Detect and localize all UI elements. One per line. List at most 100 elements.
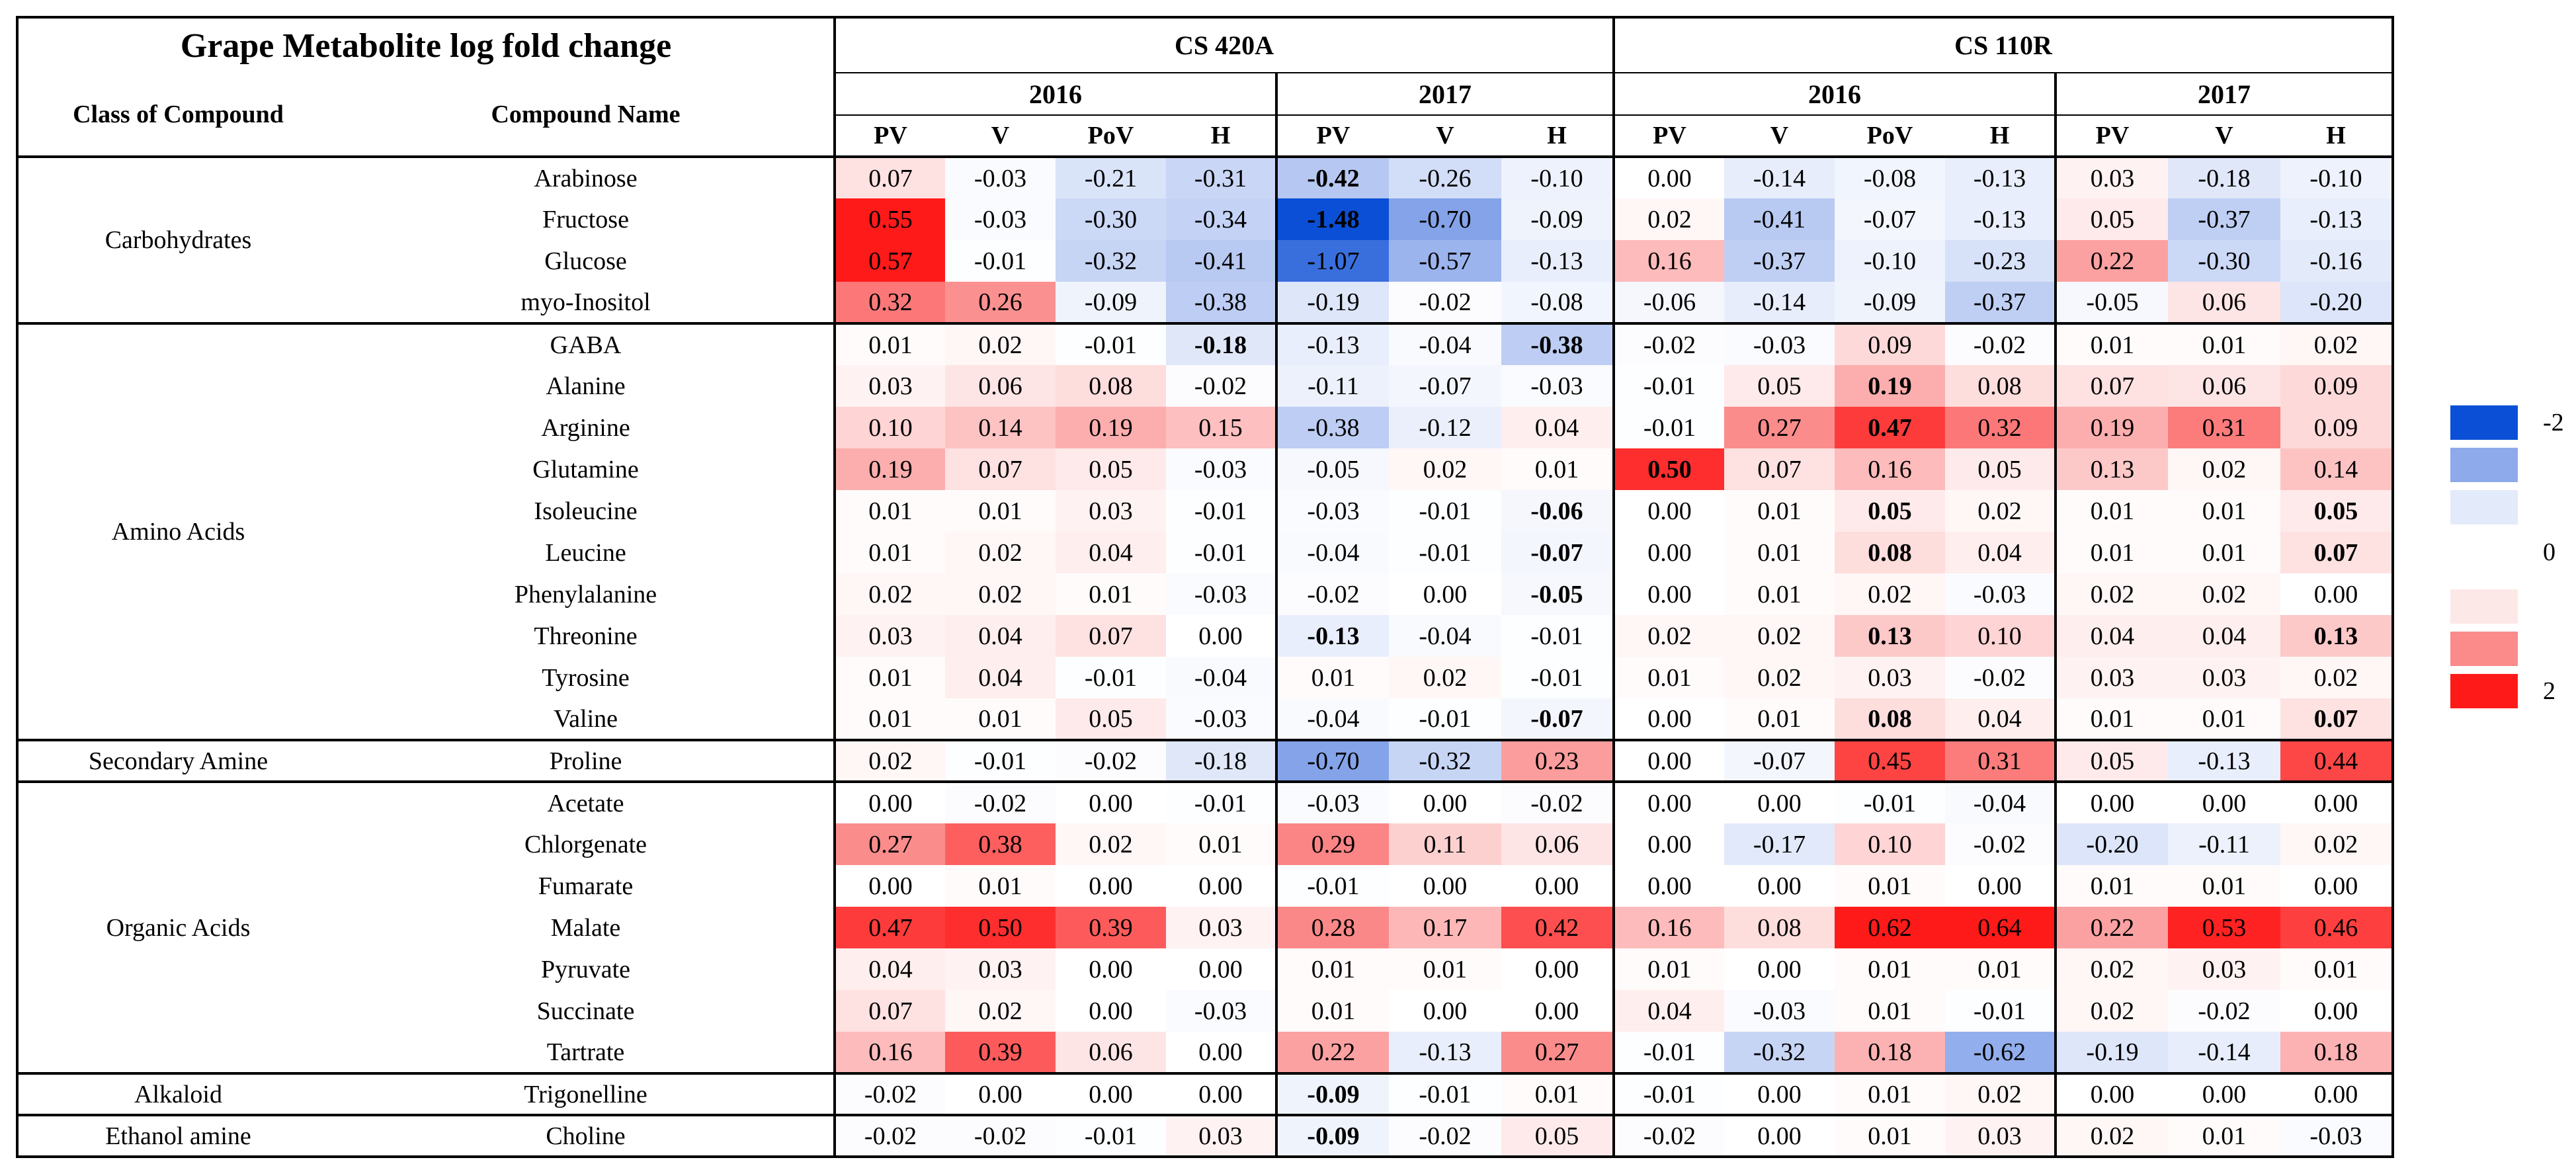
fold-change-value: 0.01 [1614,948,1724,990]
fold-change-value: 0.00 [835,780,945,823]
fold-change-value: -0.37 [1724,240,1835,282]
fold-change-value: 0.01 [1724,532,1835,573]
fold-change-value: 0.39 [1056,907,1166,948]
fold-change-value: -0.38 [1501,322,1615,365]
fold-change-value: 0.02 [2056,1114,2168,1158]
table-row: Phenylalanine 0.02 0.02 0.01 -0.03 -0.02 0.00-… [17,573,2394,615]
fold-change-value: -0.01 [1501,615,1615,657]
table-row: Isoleucine 0.01 0.01 0.03 -0.01 -0.03 -0.01 -0.… [17,490,2394,532]
fold-change-value: 0.08 [1056,365,1166,407]
fold-change-value: 0.02 [2168,448,2280,490]
compound-class: Carbohydrates [16,155,338,323]
fold-change-value: -0.04 [1389,322,1501,365]
fold-change-value: 0.03 [1166,907,1278,948]
fold-change-value: -0.04 [1945,780,2057,823]
fold-change-value: 0.16 [835,1032,945,1073]
year-header: 2016 [1614,73,2057,116]
fold-change-value: -0.20 [2056,823,2168,865]
table-row: Secondary Amine Proline 0.02 -0.01 -0.02 -0.1… [16,739,2394,782]
fold-change-value: -0.13 [1276,615,1389,657]
fold-change-value: -0.37 [2168,198,2280,240]
fold-change-value: 0.04 [1501,407,1615,448]
fold-change-value: 0.02 [835,739,945,782]
fold-change-value: 0.05 [2056,739,2168,782]
fold-change-value: 0.00 [1724,1114,1835,1158]
compound-class: Alkaloid [16,1072,338,1115]
fold-change-value: 0.04 [1056,532,1166,573]
fold-change-value: 0.00 [1166,1032,1278,1073]
fold-change-value: 0.02 [945,322,1056,365]
stage-header: PoV [1866,122,1913,149]
fold-change-value: -0.41 [1724,198,1835,240]
fold-change-value: 0.16 [1614,907,1724,948]
stage-header: PV [1316,122,1350,149]
fold-change-value: 0.02 [945,532,1056,573]
fold-change-value: -0.03 [1166,698,1278,740]
fold-change-value: -0.30 [1056,198,1166,240]
table-row: Chlorgenate 0.27 0.38 0.02 0.01 0.29 0.11 0.06 0… [17,823,2394,865]
fold-change-value: -0.03 [1945,573,2057,615]
fold-change-value: 0.00 [1724,948,1835,990]
fold-change-value: -0.01 [1166,780,1278,823]
fold-change-value: -0.14 [1724,282,1835,323]
fold-change-value: -0.13 [1389,1032,1501,1073]
fold-change-value: 0.01 [1724,698,1835,740]
fold-change-value: -0.18 [1166,322,1278,365]
fold-change-value: 0.01 [2168,532,2280,573]
fold-change-value: -0.07 [1389,365,1501,407]
fold-change-value: 0.08 [1724,907,1835,948]
fold-change-value: -0.02 [1945,823,2057,865]
fold-change-value: 0.50 [1614,448,1724,490]
stage-header: H [1501,115,1615,157]
year-header: 2017 [1276,73,1615,116]
table-row: Succinate 0.07 0.02 0.00 -0.03 0.01 0.00 0.00 0.… [17,990,2394,1032]
fold-change-value: -0.01 [1166,490,1278,532]
fold-change-value: 0.03 [1835,657,1945,698]
fold-change-value: 0.01 [1276,657,1389,698]
table-row: Valine 0.01 0.01 0.05 -0.03 -0.04 -0.01 -0.07 0.… [17,698,2394,740]
stage-header: V [2215,122,2233,149]
fold-change-value: 0.01 [835,657,945,698]
compound-class: Ethanol amine [16,1114,338,1158]
fold-change-value: 0.06 [2168,365,2280,407]
compound-name-header: Compound Name [338,73,836,157]
fold-change-value: 0.02 [2280,657,2394,698]
fold-change-value: -0.01 [1945,990,2057,1032]
fold-change-value: 0.01 [1835,1114,1945,1158]
fold-change-value: -0.09 [1276,1114,1389,1158]
fold-change-value: 0.03 [2168,948,2280,990]
fold-change-value: 0.00 [1614,490,1724,532]
fold-change-value: 0.00 [1614,739,1724,782]
fold-change-value: -0.20 [2280,282,2394,323]
fold-change-value: 0.39 [945,1032,1056,1073]
fold-change-value: -0.13 [2280,198,2394,240]
fold-change-value: -0.03 [2280,1114,2394,1158]
fold-change-value: 0.00 [2056,780,2168,823]
table-row: Alkaloid Trigonelline -0.02 0.00 0.00 0.00 -0.… [16,1072,2394,1115]
fold-change-value: 0.00 [2056,1072,2168,1115]
fold-change-value: 0.31 [1945,739,2057,782]
compound-name: Threonine [338,615,836,657]
fold-change-value: -0.11 [2168,823,2280,865]
fold-change-value: 0.06 [1501,823,1615,865]
fold-change-value: 0.01 [945,865,1056,907]
legend-swatch [2450,405,2518,440]
fold-change-value: 0.04 [1945,698,2057,740]
fold-change-value: 0.01 [835,698,945,740]
fold-change-value: 0.19 [1835,365,1945,407]
fold-change-value: -0.03 [1166,448,1278,490]
fold-change-value: 0.03 [945,948,1056,990]
legend-swatch [2450,632,2518,666]
fold-change-value: -0.16 [2280,240,2394,282]
fold-change-value: -0.09 [1835,282,1945,323]
fold-change-value: 0.01 [945,698,1056,740]
fold-change-value: -0.02 [1614,322,1724,365]
fold-change-value: -0.02 [835,1114,945,1158]
fold-change-value: -0.13 [1276,322,1389,365]
fold-change-value: -0.70 [1389,198,1501,240]
fold-change-value: 0.27 [1724,407,1835,448]
fold-change-value: 0.00 [1501,948,1615,990]
fold-change-value: 0.10 [1945,615,2057,657]
fold-change-value: -0.03 [1501,365,1615,407]
fold-change-value: -0.01 [1614,365,1724,407]
